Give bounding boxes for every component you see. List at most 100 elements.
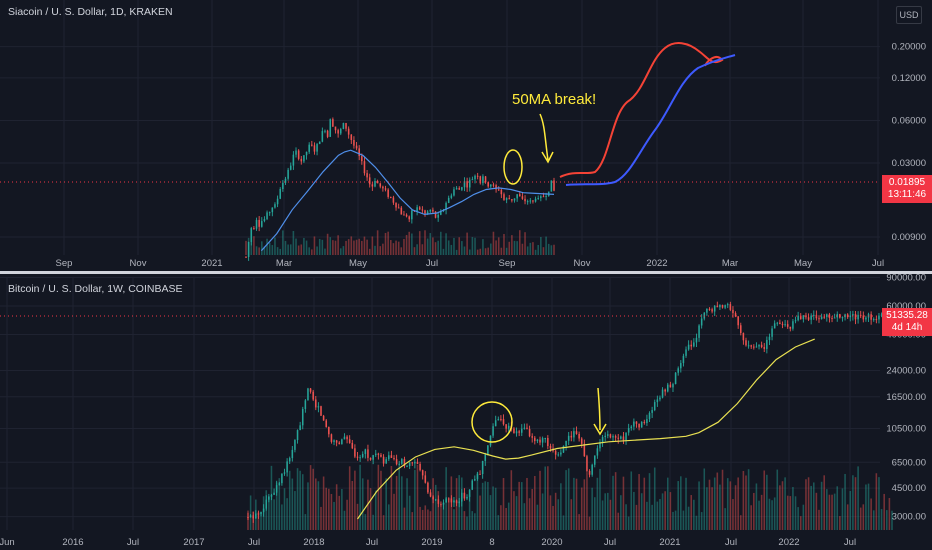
candle-body [753, 346, 755, 348]
candle-body [347, 128, 350, 135]
volume-bar [275, 482, 278, 530]
candle-body [426, 211, 429, 214]
candle-body [495, 185, 497, 190]
candle-body [547, 437, 549, 447]
volume-bar [427, 509, 429, 530]
x-tick-label: 2022 [646, 258, 667, 269]
volume-bar [828, 494, 831, 530]
currency-unit-button[interactable]: USD [896, 6, 922, 24]
volume-bar [776, 469, 779, 530]
volume-bar [324, 248, 326, 255]
siacoin-countdown: 13:11:46 [887, 189, 927, 200]
candle-body [687, 344, 690, 350]
candle-body [255, 219, 258, 229]
volume-bar [891, 510, 893, 530]
volume-bar [786, 495, 789, 530]
volume-bar [789, 496, 792, 530]
candle-body [526, 427, 528, 429]
candle-body [450, 195, 453, 198]
volume-bar [547, 466, 549, 530]
candle-body [805, 315, 807, 318]
volume-bar [308, 247, 310, 255]
volume-bar [862, 504, 865, 530]
candle-body [776, 322, 779, 324]
volume-bar [455, 478, 458, 530]
annotation-arrowhead [541, 151, 554, 164]
volume-bar [497, 515, 500, 530]
volume-bar [719, 484, 721, 530]
candle-body [716, 305, 719, 308]
volume-bar [366, 239, 368, 255]
volume-bar [726, 478, 729, 530]
candle-body [261, 221, 263, 227]
volume-bar [745, 475, 747, 530]
candle-body [257, 513, 260, 515]
volume-bar [633, 491, 635, 530]
volume-bar [355, 239, 358, 255]
volume-bar [388, 504, 390, 530]
candle-body [747, 345, 750, 347]
candle-body [588, 470, 591, 475]
volume-bar [507, 502, 510, 530]
candle-body [308, 144, 310, 152]
volume-bar [854, 477, 857, 530]
candle-body [484, 176, 487, 183]
candle-body [544, 437, 547, 439]
volume-bar [379, 246, 382, 255]
volume-bar [532, 242, 534, 255]
volume-bar [690, 495, 693, 530]
x-tick-label: 2017 [183, 537, 204, 548]
candle-body [508, 198, 511, 200]
candle-body [768, 336, 771, 340]
volume-bar [656, 501, 659, 530]
candle-body [810, 315, 812, 320]
candle-body [513, 198, 516, 201]
candle-body [880, 314, 883, 316]
volume-bar [434, 484, 437, 530]
candle-body [297, 150, 300, 159]
candle-body [363, 161, 366, 174]
candle-body [573, 431, 575, 438]
candle-body [348, 439, 351, 443]
candle-body [625, 432, 627, 441]
volume-bar [747, 469, 750, 530]
candle-body [807, 317, 810, 320]
candle-body [500, 189, 503, 195]
x-tick-label: 2016 [62, 537, 83, 548]
volume-bar [528, 498, 531, 530]
volume-bar [529, 242, 532, 255]
volume-bar [614, 472, 617, 530]
volume-bar [372, 514, 374, 530]
candle-body [325, 420, 327, 427]
siacoin-last-price-tag: 0.01895 13:11:46 [882, 175, 932, 203]
volume-bar [849, 490, 852, 530]
candle-body [249, 515, 252, 518]
volume-bar [487, 247, 489, 255]
candle-body [490, 184, 492, 187]
volume-bar [252, 511, 254, 530]
candle-body [545, 196, 547, 198]
candle-body [553, 180, 555, 191]
candle-body [685, 349, 687, 356]
candle-body [395, 459, 398, 465]
candle-body [481, 460, 484, 475]
volume-bar [434, 242, 437, 255]
candle-body [458, 188, 461, 190]
volume-bar [258, 247, 260, 255]
candle-body [411, 462, 414, 464]
candle-body [833, 317, 836, 319]
volume-bar [416, 464, 419, 530]
candle-body [309, 388, 312, 392]
candle-body [322, 415, 325, 421]
volume-bar [363, 236, 366, 255]
volume-bar [447, 240, 450, 255]
volume-bar [287, 244, 289, 255]
volume-bar [421, 244, 424, 255]
candle-body [792, 321, 794, 329]
volume-bar [245, 240, 247, 255]
candle-body [516, 194, 518, 199]
volume-bar [311, 249, 313, 255]
volume-bar [515, 496, 518, 530]
candle-body [875, 319, 878, 321]
volume-bar [406, 478, 408, 530]
